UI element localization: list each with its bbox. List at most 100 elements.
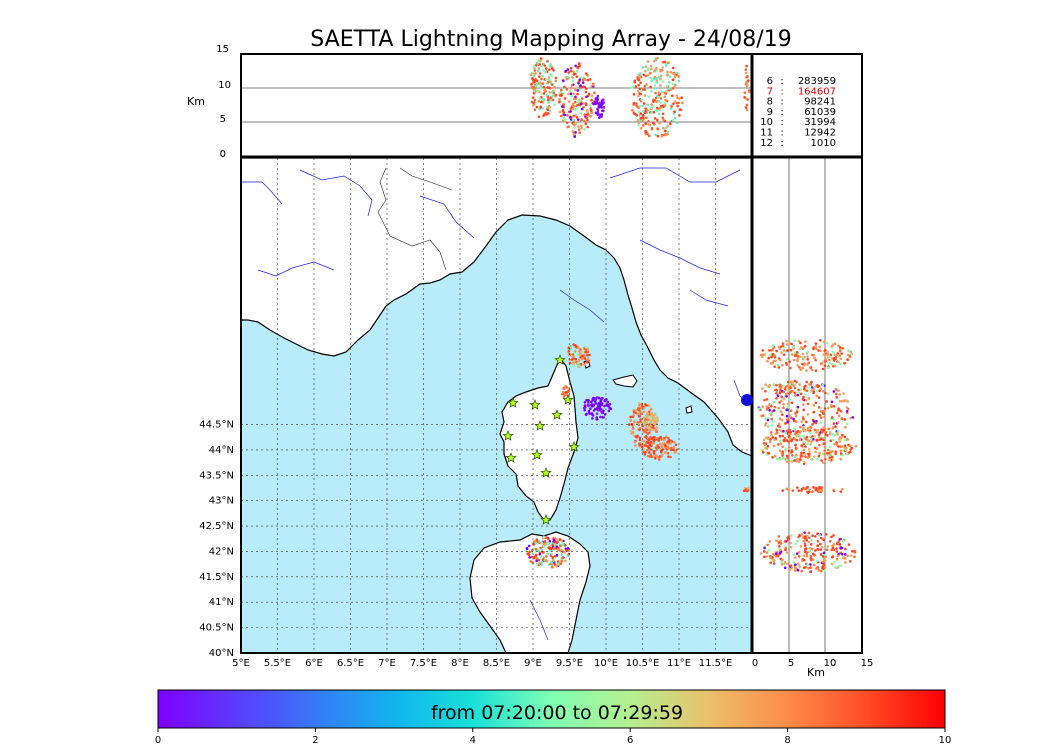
lightning-source bbox=[532, 543, 535, 546]
lightning-source bbox=[777, 406, 781, 410]
lightning-source bbox=[807, 447, 811, 451]
lightning-source bbox=[573, 105, 577, 108]
lightning-source bbox=[672, 72, 676, 76]
lightning-source bbox=[538, 97, 541, 100]
lightning-source bbox=[780, 560, 783, 564]
lightning-source bbox=[651, 428, 655, 432]
lightning-source bbox=[787, 488, 790, 491]
lightning-source bbox=[545, 559, 548, 562]
lightning-source bbox=[767, 356, 771, 360]
mainland-coast bbox=[241, 158, 752, 457]
lightning-source bbox=[543, 64, 546, 67]
lightning-source bbox=[832, 425, 835, 429]
lightning-source bbox=[802, 395, 805, 399]
lightning-source bbox=[775, 428, 779, 432]
lightning-source bbox=[817, 396, 821, 399]
lightning-source bbox=[555, 538, 559, 541]
lightning-source bbox=[659, 74, 663, 78]
lightning-source bbox=[786, 390, 790, 393]
lightning-source bbox=[819, 486, 823, 490]
lightning-source bbox=[815, 438, 818, 442]
lightning-source bbox=[771, 436, 775, 439]
lightning-source bbox=[791, 453, 794, 457]
lightning-source bbox=[833, 560, 836, 564]
lightning-source bbox=[562, 116, 565, 120]
lightning-source bbox=[809, 383, 813, 386]
lightning-source bbox=[565, 393, 568, 397]
lightning-source bbox=[799, 545, 803, 548]
lightning-source bbox=[781, 413, 784, 416]
lightning-source bbox=[801, 398, 805, 401]
lightning-source bbox=[837, 344, 841, 348]
lightning-source bbox=[649, 71, 652, 75]
lightning-source bbox=[580, 350, 584, 354]
lightning-source bbox=[786, 420, 789, 424]
lightning-source bbox=[596, 111, 600, 114]
lightning-source bbox=[776, 554, 780, 557]
lightning-source bbox=[809, 570, 812, 574]
lightning-source bbox=[645, 422, 649, 426]
lon-tick-label: 6°E bbox=[305, 658, 323, 669]
lightning-source bbox=[559, 114, 563, 118]
lightning-source bbox=[546, 112, 550, 115]
lightning-source bbox=[806, 456, 810, 460]
lightning-source bbox=[596, 396, 599, 399]
lightning-source bbox=[548, 68, 551, 72]
lightning-source bbox=[779, 439, 782, 443]
lightning-source bbox=[643, 406, 646, 410]
lightning-source bbox=[570, 358, 574, 361]
lightning-source bbox=[556, 560, 560, 563]
lightning-source bbox=[825, 353, 829, 357]
lightning-source bbox=[655, 426, 658, 429]
lightning-source bbox=[816, 566, 820, 569]
lightning-source bbox=[776, 363, 780, 367]
lightning-source bbox=[799, 458, 802, 461]
lightning-source bbox=[654, 96, 658, 100]
lightning-source bbox=[568, 361, 572, 365]
lightning-source bbox=[562, 539, 565, 543]
lightning-source bbox=[675, 101, 679, 105]
lightning-source bbox=[763, 398, 766, 402]
lightning-source bbox=[657, 75, 661, 79]
count-altitude: 11 bbox=[760, 128, 773, 139]
lightning-source bbox=[805, 380, 809, 384]
lightning-source bbox=[817, 384, 821, 388]
lightning-source bbox=[809, 542, 813, 546]
lightning-source bbox=[642, 416, 646, 419]
lightning-source bbox=[854, 444, 858, 448]
lightning-source bbox=[649, 85, 652, 89]
lightning-source bbox=[533, 80, 536, 84]
lightning-source bbox=[784, 447, 787, 451]
lightning-source bbox=[778, 417, 782, 421]
lightning-source bbox=[552, 69, 555, 72]
lightning-source bbox=[773, 356, 777, 359]
lightning-source bbox=[837, 421, 840, 424]
lightning-source bbox=[817, 454, 821, 458]
lightning-source bbox=[845, 438, 849, 441]
lightning-source bbox=[550, 561, 553, 564]
lightning-source bbox=[666, 124, 670, 128]
lightning-source bbox=[649, 448, 652, 451]
lightning-source bbox=[542, 69, 545, 72]
lightning-source bbox=[798, 565, 801, 568]
lightning-source bbox=[812, 420, 816, 423]
lightning-source bbox=[599, 415, 602, 419]
lightning-source bbox=[779, 358, 782, 362]
lightning-source bbox=[575, 116, 579, 119]
lightning-source bbox=[642, 410, 646, 413]
lightning-source bbox=[794, 542, 797, 546]
lightning-source bbox=[785, 551, 789, 554]
lightning-source bbox=[811, 490, 814, 494]
lightning-source bbox=[646, 454, 650, 458]
lightning-source bbox=[789, 430, 793, 434]
station-star-icon bbox=[507, 397, 519, 408]
lightning-source bbox=[548, 540, 552, 543]
lightning-source bbox=[813, 455, 816, 458]
lightning-source bbox=[629, 415, 632, 419]
lightning-source bbox=[809, 554, 813, 558]
lightning-source bbox=[815, 389, 819, 392]
lightning-source bbox=[775, 349, 778, 353]
lightning-source bbox=[662, 118, 665, 122]
lightning-source bbox=[551, 98, 555, 102]
lightning-source bbox=[828, 358, 831, 362]
